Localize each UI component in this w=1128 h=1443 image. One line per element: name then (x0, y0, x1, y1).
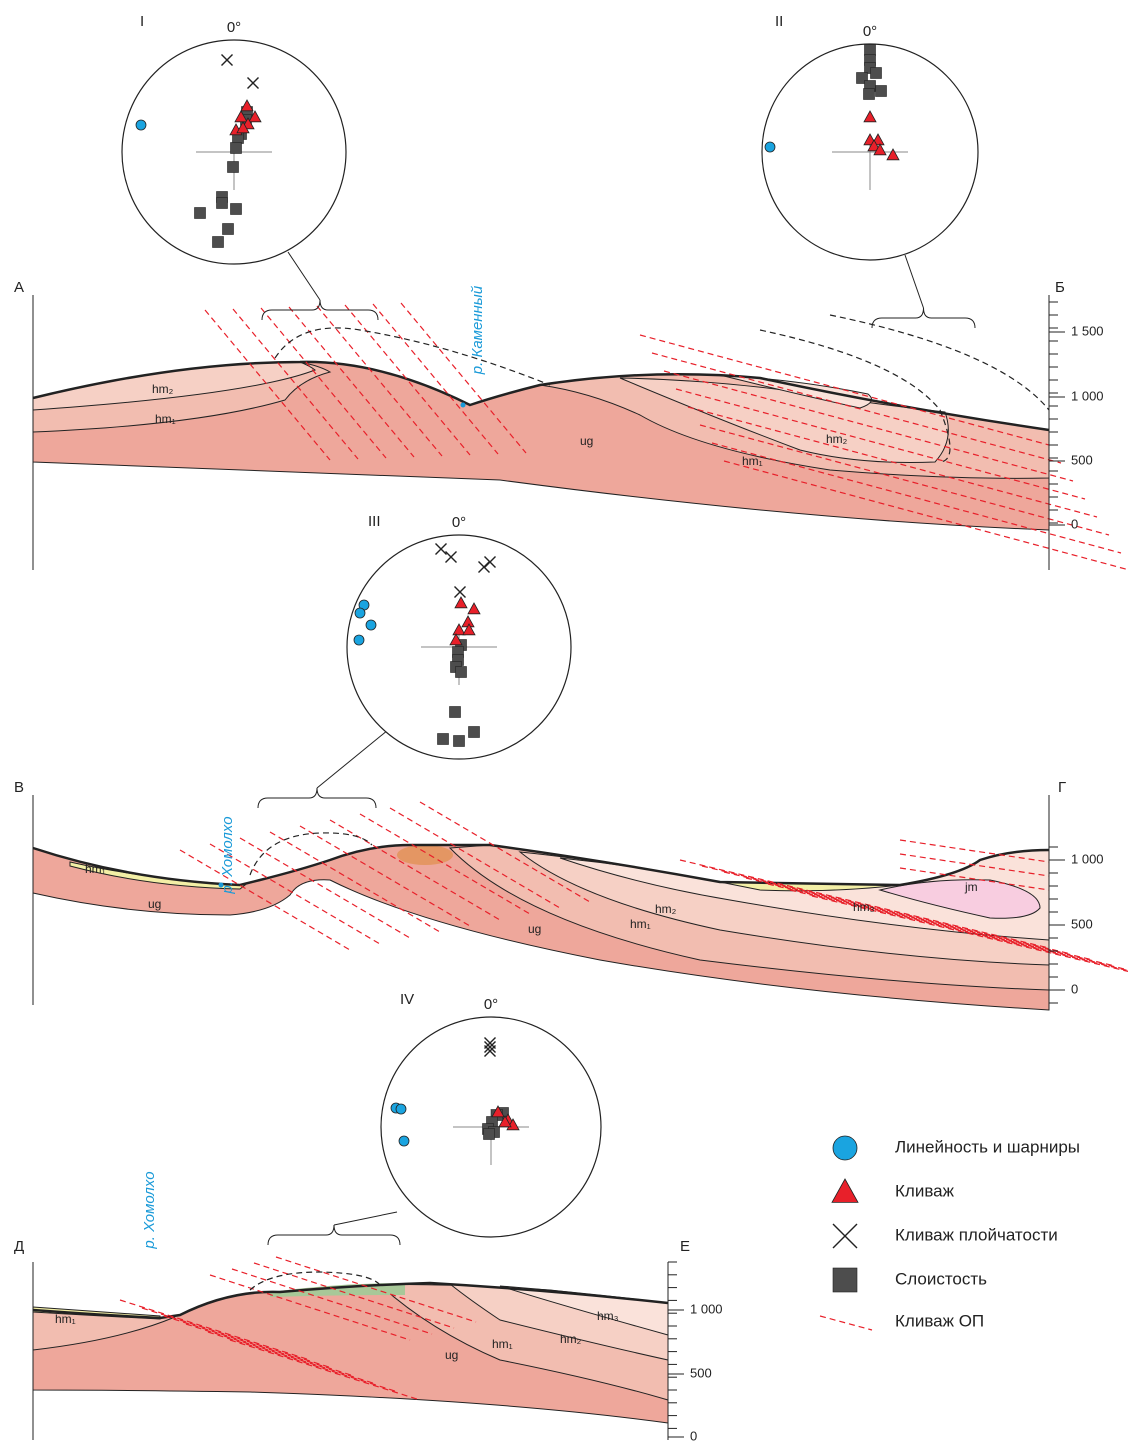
bedding-symbol (833, 1268, 857, 1292)
bedding-symbol (450, 707, 461, 718)
river-label: р. Хомолхо (219, 816, 236, 894)
legend-label: Слоистость (895, 1269, 987, 1288)
connector (334, 1212, 397, 1225)
brace (258, 788, 376, 808)
unit-label: hm₁ (85, 862, 106, 876)
marker-zone (397, 845, 453, 865)
section-start: А (14, 279, 24, 296)
north-label: 0° (863, 23, 877, 40)
lineation-symbol (399, 1136, 409, 1146)
section-end: Е (680, 1238, 690, 1255)
bedding-symbol (217, 198, 228, 209)
unit-label: hm₃ (597, 1309, 619, 1323)
bedding-symbol (223, 224, 234, 235)
section-start: В (14, 779, 24, 796)
stereonet-label: IV (400, 991, 414, 1008)
north-label: 0° (452, 514, 466, 531)
bedding-symbol (231, 143, 242, 154)
stereonet-label: I (140, 13, 144, 30)
scale-label: 0 (690, 1428, 697, 1443)
unit-label: hm₁ (55, 1312, 76, 1326)
lineation-symbol (354, 635, 364, 645)
unit-label: hm₂ (826, 432, 848, 446)
unit-label: hm₁ (155, 412, 176, 426)
bedding-symbol (195, 208, 206, 219)
legend-label: Кливаж плойчатости (895, 1225, 1058, 1244)
bedding-symbol (231, 204, 242, 215)
bedding-symbol (484, 1129, 495, 1140)
scale-label: 1 000 (690, 1301, 723, 1316)
lineation-symbol (833, 1136, 857, 1160)
connector (905, 255, 924, 308)
legend-label: Линейность и шарниры (895, 1137, 1080, 1156)
bedding-symbol (865, 45, 876, 56)
brace (268, 1225, 400, 1245)
scale-label: 500 (690, 1365, 712, 1380)
scale-label: 1 500 (1071, 323, 1104, 338)
scale-label: 0 (1071, 516, 1078, 531)
bedding-symbol (864, 89, 875, 100)
bedding-symbol (438, 734, 449, 745)
connector (317, 730, 388, 788)
lineation-symbol (355, 608, 365, 618)
stereonet-label: II (775, 13, 783, 30)
legend-label: Кливаж ОП (895, 1311, 984, 1330)
river-label: р. Каменный (469, 285, 486, 375)
scale-label: 1 000 (1071, 388, 1104, 403)
bedding-symbol (228, 162, 239, 173)
bedding-symbol (871, 68, 882, 79)
river-point (461, 403, 466, 408)
unit-label: ug (580, 434, 593, 448)
lineation-symbol (396, 1104, 406, 1114)
connector (288, 252, 320, 300)
section-end: Б (1055, 279, 1065, 296)
section-end: Г (1058, 779, 1066, 796)
unit-label: hm₁ (630, 917, 651, 931)
bedding-symbol (454, 736, 465, 747)
unit-label: hm₃ (853, 900, 875, 914)
lineation-symbol (765, 142, 775, 152)
bedding-symbol (456, 667, 467, 678)
unit-label: ug (148, 897, 161, 911)
unit-label: ug (445, 1348, 458, 1362)
section-start: Д (14, 1238, 24, 1255)
unit-label: hm₁ (742, 454, 763, 468)
north-label: 0° (484, 996, 498, 1013)
river-label: р. Хомолхо (141, 1171, 158, 1249)
scale-label: 500 (1071, 916, 1093, 931)
figure: р. Каменный А Б 1 500 1 000 500 0 hm₂ hm₁ ug hm₂ hm… (0, 0, 1128, 1443)
bedding-symbol (876, 86, 887, 97)
scale-label: 0 (1071, 981, 1078, 996)
scale-label: 500 (1071, 452, 1093, 467)
unit-label: jm (964, 880, 978, 894)
unit-label: ug (528, 922, 541, 936)
unit-label: hm₂ (560, 1332, 582, 1346)
unit-label: hm₂ (152, 382, 174, 396)
stereonet-label: III (368, 513, 381, 530)
brace (872, 308, 975, 328)
lineation-symbol (366, 620, 376, 630)
unit-label: hm₂ (655, 902, 677, 916)
bedding-symbol (213, 237, 224, 248)
bedding-symbol (469, 727, 480, 738)
scale-label: 1 000 (1071, 851, 1104, 866)
north-label: 0° (227, 19, 241, 36)
cleavage-symbol (832, 1179, 858, 1202)
lineation-symbol (136, 120, 146, 130)
legend-label: Кливаж (895, 1181, 955, 1200)
legend-line (820, 1316, 872, 1330)
unit-label: hm₁ (492, 1337, 513, 1351)
